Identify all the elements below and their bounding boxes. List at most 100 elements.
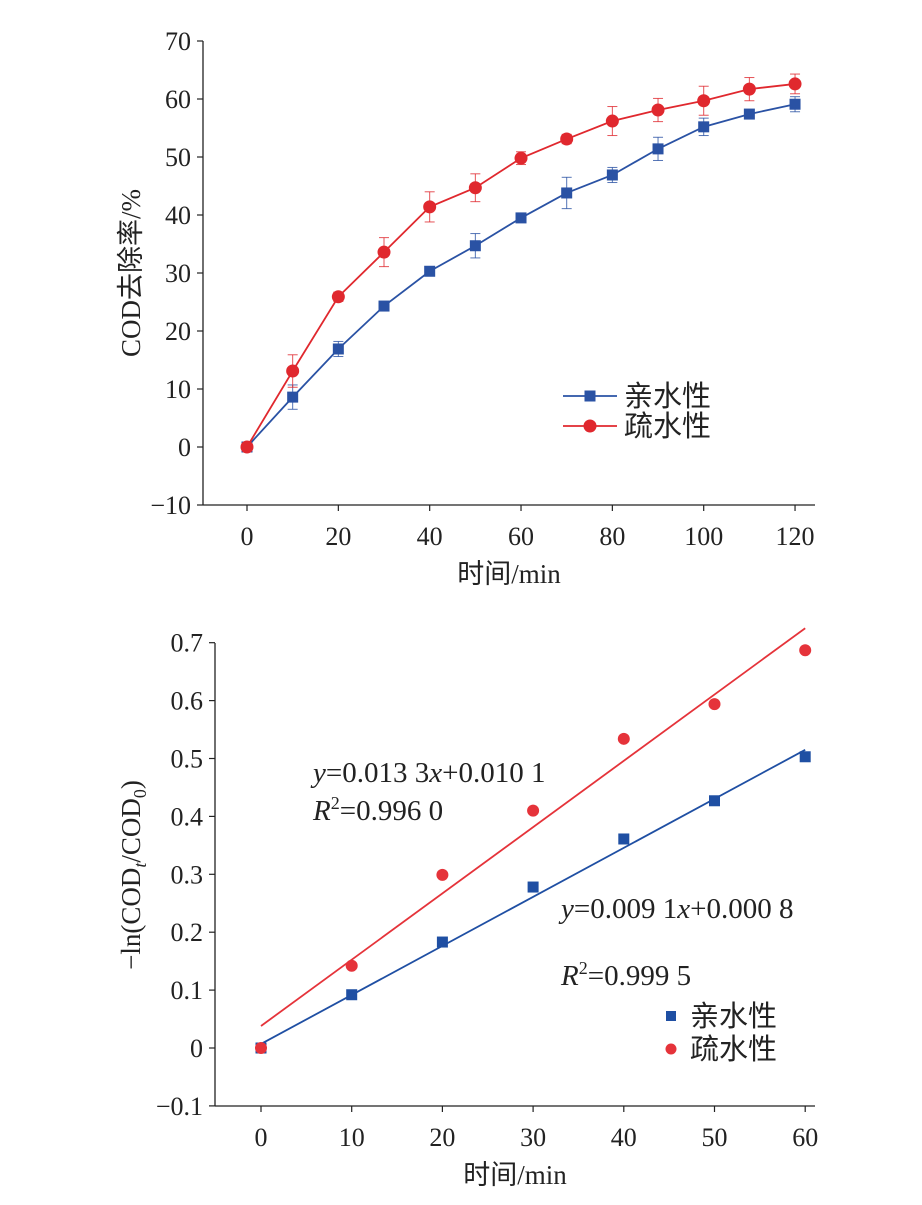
data-point — [651, 103, 665, 117]
legend-label: 亲水性 — [624, 380, 711, 413]
data-point — [378, 300, 390, 312]
y-axis-label: −ln(CODt/COD0) — [116, 780, 150, 970]
legend-label: 亲水性 — [690, 1000, 777, 1033]
y-label-sub: t — [130, 862, 150, 868]
data-point — [799, 751, 811, 763]
x-tick-label: 0 — [255, 1123, 268, 1152]
data-point — [514, 151, 528, 165]
x-tick-label: 50 — [702, 1123, 728, 1152]
data-point — [561, 187, 573, 199]
data-point — [698, 121, 710, 133]
legend-label: 疏水性 — [624, 410, 711, 443]
data-point — [789, 98, 801, 110]
r-label: R — [560, 960, 579, 992]
r-sup: 2 — [579, 958, 588, 978]
x-tick-label: 100 — [684, 522, 723, 551]
y-tick-label: 30 — [165, 259, 191, 288]
legend-marker — [665, 1043, 677, 1055]
legend-marker — [666, 1011, 676, 1021]
data-point — [287, 391, 299, 403]
y-tick-label: 40 — [165, 201, 191, 230]
eq-x: x — [428, 757, 442, 789]
eq-intercept: +0.000 8 — [690, 893, 793, 925]
data-point — [742, 82, 756, 96]
y-tick-label: 0.6 — [171, 687, 204, 716]
data-point — [332, 343, 344, 355]
r-value: =0.999 5 — [588, 960, 691, 992]
y-tick-label: 0 — [178, 433, 191, 462]
x-tick-label: 10 — [339, 1123, 365, 1152]
data-point — [424, 265, 436, 277]
data-point — [345, 959, 358, 972]
series-疏水性: y=0.013 3x+0.010 1R2=0.996 0 — [255, 627, 812, 1054]
data-point — [436, 868, 449, 881]
data-point — [605, 114, 619, 128]
data-point — [709, 795, 720, 807]
y-tick-label: 0.5 — [171, 745, 204, 774]
data-point — [618, 833, 630, 845]
data-point — [697, 94, 711, 108]
fit-line — [260, 627, 806, 1027]
y-tick-label: 0 — [190, 1034, 203, 1063]
x-tick-label: 80 — [599, 522, 625, 551]
y-tick-label: 20 — [165, 317, 191, 346]
x-tick-label: 120 — [776, 522, 815, 551]
y-tick-label: 10 — [165, 375, 191, 404]
series-亲水性 — [241, 96, 801, 453]
data-point — [799, 644, 812, 657]
y-tick-label: 0.1 — [171, 976, 204, 1005]
eq-intercept: +0.010 1 — [442, 757, 545, 789]
data-point — [515, 212, 527, 224]
data-point — [708, 698, 721, 711]
y-label-sub: 0 — [130, 789, 150, 798]
chart-cod-removal: −10 0 10 20 30 40 50 60 70 0 20 40 60 80 100 120 时间/min C… — [116, 27, 815, 589]
y-axis-label: COD去除率/% — [116, 189, 146, 357]
x-axis-label: 时间/min — [463, 1160, 567, 1190]
data-point — [240, 440, 254, 454]
fit-equation: y=0.013 3x+0.010 1 — [310, 757, 545, 789]
r-sup: 2 — [331, 793, 340, 813]
data-point — [468, 181, 482, 195]
x-tick-label: 0 — [241, 522, 254, 551]
eq-y: y — [310, 757, 326, 789]
data-point — [286, 364, 300, 378]
data-point — [617, 732, 630, 745]
x-tick-label: 60 — [508, 522, 534, 551]
x-axis-label: 时间/min — [457, 559, 561, 589]
eq-x: x — [676, 893, 690, 925]
data-point — [436, 936, 448, 948]
eq-slope: =0.013 3 — [326, 757, 429, 789]
fit-equation: y=0.009 1x+0.000 8 — [558, 893, 793, 925]
data-point — [743, 108, 755, 120]
data-point — [652, 143, 664, 155]
legend-label: 疏水性 — [690, 1033, 777, 1066]
series-line — [246, 83, 796, 448]
x-tick-label: 20 — [429, 1123, 455, 1152]
y-tick-label: 50 — [165, 143, 191, 172]
y-label-mid: /COD — [116, 798, 146, 863]
y-tick-label: 70 — [165, 27, 191, 56]
y-tick-label: 0.3 — [171, 860, 204, 889]
data-point — [606, 169, 618, 181]
legend-marker — [583, 419, 597, 433]
data-point — [469, 240, 481, 252]
eq-y: y — [558, 893, 574, 925]
y-tick-label: 0.7 — [171, 629, 204, 658]
data-point — [560, 132, 574, 146]
x-tick-label: 40 — [611, 1123, 637, 1152]
y-tick-label: 0.4 — [171, 802, 204, 831]
r-label: R — [312, 795, 331, 827]
y-tick-label: 60 — [165, 85, 191, 114]
data-point — [346, 989, 358, 1001]
data-point — [331, 290, 345, 304]
chart-kinetics: −0.100.10.20.30.40.50.60.70 10 20 30 40 50 60时… — [116, 627, 818, 1190]
data-point — [788, 77, 802, 91]
data-point — [527, 804, 540, 817]
r-value: =0.996 0 — [340, 795, 443, 827]
y-tick-label: 0.2 — [171, 918, 204, 947]
legend-marker — [584, 390, 596, 402]
eq-slope: =0.009 1 — [574, 893, 677, 925]
